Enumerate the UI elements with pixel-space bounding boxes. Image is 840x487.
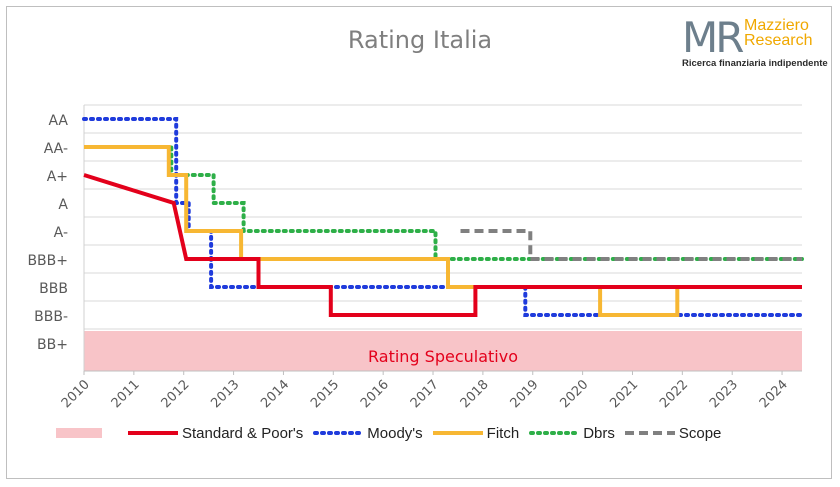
x-tick-label: 2013 (208, 377, 242, 411)
legend-item-fitch: Fitch (432, 424, 520, 442)
y-tick-label: A+ (47, 169, 68, 185)
chart-title: Rating Italia (347, 26, 493, 54)
x-tick-label: 2012 (159, 377, 193, 411)
legend-item-scope: Scope (624, 424, 722, 442)
x-tick-label: 2024 (757, 377, 791, 411)
legend-label: Dbrs (583, 424, 615, 442)
y-tick-label: BB+ (37, 337, 68, 353)
y-tick-label: BBB- (34, 309, 68, 325)
x-tick-label: 2015 (308, 377, 342, 411)
logo-name: Mazziero Research (744, 17, 813, 49)
legend: Standard & Poor's Moody's Fitch Dbrs Scope (56, 424, 731, 442)
y-tick-label: BBB (39, 281, 68, 297)
legend-item-dbrs: Dbrs (529, 425, 615, 442)
legend-swatch (56, 428, 102, 438)
legend-swatch (128, 431, 178, 435)
x-tick-label: 2010 (59, 377, 93, 411)
legend-item-standard-poor-s: Standard & Poor's (128, 425, 303, 442)
x-tick-label: 2019 (508, 377, 542, 411)
y-tick-label: AA- (44, 141, 68, 157)
x-tick-label: 2020 (557, 377, 591, 411)
x-tick-label: 2014 (258, 377, 292, 411)
x-tick-label: 2022 (657, 377, 691, 411)
x-tick-label: 2016 (358, 377, 392, 411)
y-tick-label: BBB+ (27, 253, 68, 269)
x-tick-label: 2021 (607, 377, 641, 411)
x-tick-label: 2011 (109, 377, 143, 411)
legend-item-moody-s: Moody's (313, 424, 423, 442)
chart-frame (6, 6, 832, 479)
y-tick-label: AA (48, 113, 68, 129)
y-tick-label: A (58, 197, 68, 213)
logo: MR Mazziero Research Ricerca finanziaria… (682, 14, 832, 70)
series-line-scope (460, 229, 802, 261)
speculative-zone-label: Rating Speculativo (368, 347, 518, 366)
logo-mark: MR (682, 13, 744, 62)
x-tick-label: 2018 (458, 377, 492, 411)
series-line-dbrs (141, 145, 804, 261)
speculative-zone (84, 331, 802, 371)
series-line-fitch (84, 145, 802, 317)
y-tick-label: A- (54, 225, 68, 241)
logo-name-line2: Research (744, 32, 813, 49)
legend-label: Scope (678, 424, 722, 442)
legend-label: Moody's (367, 424, 423, 442)
legend-label: Fitch (486, 424, 520, 442)
legend-swatch (529, 431, 580, 435)
x-tick-label: 2023 (707, 377, 741, 411)
logo-name-line1: Mazziero (744, 17, 809, 34)
logo-tagline: Ricerca finanziaria indipendente (682, 58, 828, 69)
x-tick-label: 2017 (408, 377, 442, 411)
legend-swatch (313, 431, 364, 435)
legend-swatch (624, 431, 675, 435)
legend-swatch (432, 431, 483, 435)
legend-item-zone (56, 428, 118, 438)
series-line-standard-poor-s (83, 173, 802, 317)
legend-label: Standard & Poor's (182, 424, 304, 442)
